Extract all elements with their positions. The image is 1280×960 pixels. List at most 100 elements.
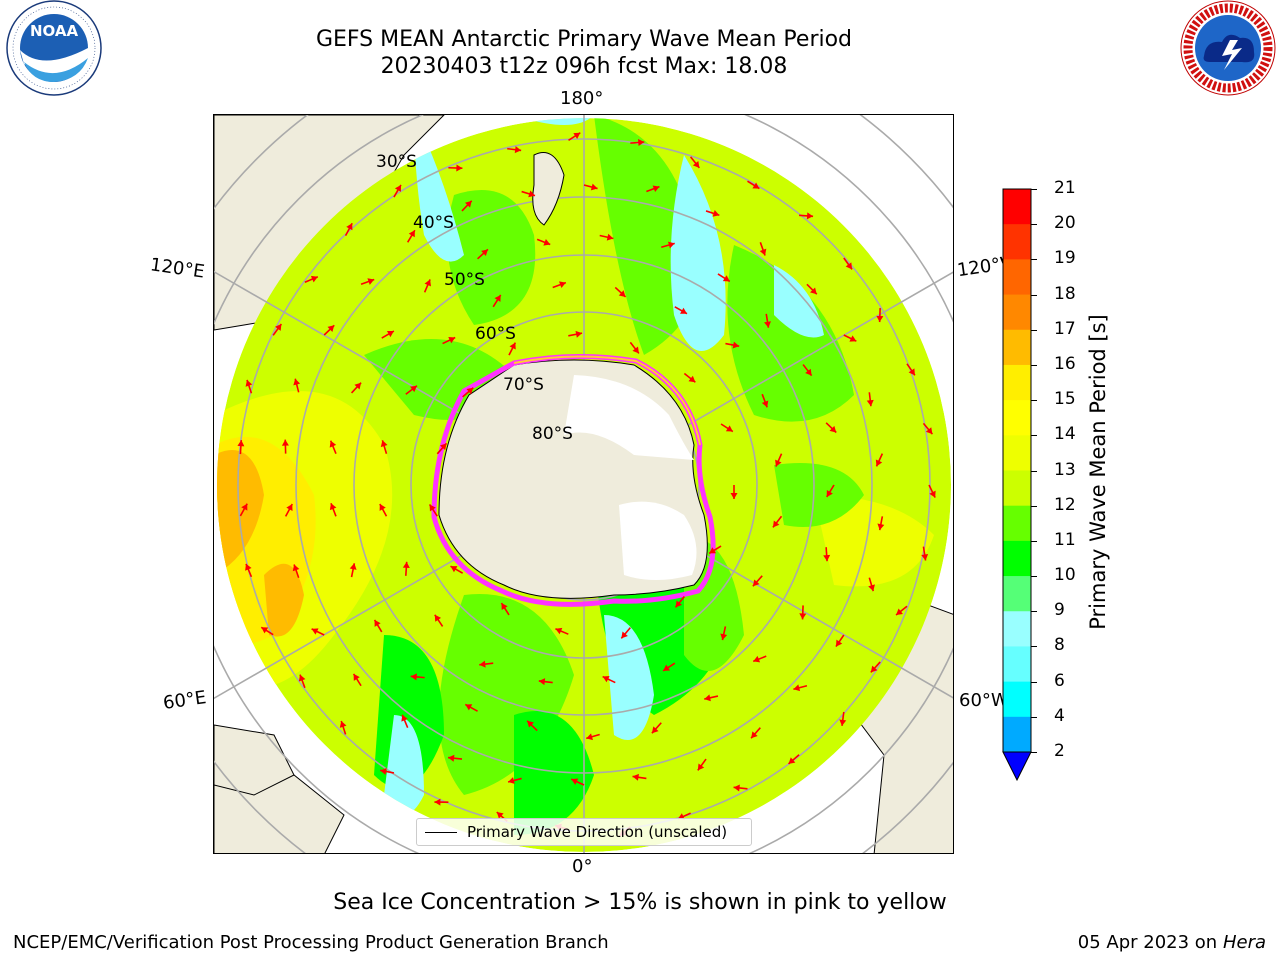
colorbar-tick-label: 11 [1054,529,1076,550]
wave-period-field [214,115,953,853]
colorbar-segment [1003,329,1031,366]
wave-arrow-head [509,342,516,350]
colorbar-tick-label: 20 [1054,213,1076,234]
colorbar-tick-label: 21 [1054,178,1076,198]
lat-label-70s: 70°S [503,375,544,395]
wave-arrow-head [424,279,431,287]
wave-direction-arrows [237,132,936,837]
wave-arrow-head [456,164,463,172]
wave-arrow-head [793,684,801,692]
polar-map [213,114,954,854]
nws-logo [1180,0,1276,96]
wave-arrow-head [761,400,769,408]
wave-arrow-head [434,614,442,622]
colorbar-tick-label: 17 [1054,318,1076,339]
wave-arrow-head [908,368,915,376]
legend-label: Primary Wave Direction (unscaled) [467,823,728,841]
colorbar-segment [1003,400,1031,436]
wave-arrow-head [829,425,837,433]
wave-arrow-head [434,798,441,806]
colorbar-segment [1003,294,1031,331]
colorbar-tick-mark [1031,259,1037,261]
wave-arrow-head [621,631,628,639]
wave-arrow-head [921,553,929,561]
wave-arrow-head [379,503,386,511]
wave-arrow-head [410,385,417,393]
svg-text:NOAA: NOAA [30,22,79,40]
wave-arrow-head [311,628,319,635]
lon-label-60e: 60°E [161,687,208,714]
footer-producer: NCEP/EMC/Verification Post Processing Pr… [13,932,609,953]
lat-label-60s: 60°S [475,324,516,344]
colorbar-segment [1003,611,1031,647]
wave-arrow-head [349,563,357,570]
colorbar-segment [1003,681,1031,718]
wave-arrow-head [875,459,883,467]
colorbar-tick-label: 18 [1054,283,1076,304]
colorbar-tick-mark [1031,189,1037,190]
wave-arrow-head [632,346,639,354]
colorbar-segment [1003,189,1031,225]
wave-arrow-head [354,382,362,390]
colorbar-tick-label: 2 [1054,741,1065,761]
lon-label-60w: 60°W [959,690,1009,711]
wave-arrow-head [638,138,645,146]
wave-arrow-head [730,493,738,499]
footer-date: 05 Apr 2023 on Hera [1078,932,1266,953]
colorbar-segment [1003,364,1031,401]
colorbar-tick-label: 15 [1054,389,1076,410]
wave-arrow-head [709,547,717,554]
wave-arrow-head [632,773,639,781]
wave-arrow-head [538,678,546,686]
colorbar-segment [1003,716,1031,753]
lat-label-50s: 50°S [444,270,485,290]
wave-arrow-head [241,503,248,511]
wave-arrow-head [606,233,614,241]
wave-arrow-head [571,778,579,785]
wave-arrow-head [877,523,885,531]
wave-arrow-head [688,375,696,383]
wave-arrow-head [870,665,878,673]
wave-arrow-head [245,563,252,571]
wave-arrow-head [849,335,857,342]
wave-arrow-head [346,223,353,231]
wave-arrow-head [667,241,675,249]
wave-arrow-head [839,719,847,726]
wave-arrow-head [704,694,711,702]
colorbar-segment [1003,224,1031,260]
wave-arrow-head [618,290,626,297]
wave-arrow-head [573,132,581,139]
period-contours [217,118,951,852]
colorbar-segment [1003,435,1031,471]
colorbar-tick-mark [1031,505,1037,507]
footer-date-text: 05 Apr 2023 on [1077,932,1218,953]
wave-arrow-head [465,200,472,208]
wave-arrow-head [663,664,671,671]
wave-arrow-head [720,633,728,641]
colorbar-tick-mark [1031,540,1037,542]
colorbar-tick-label: 9 [1054,600,1065,621]
wave-arrow-head [845,262,853,270]
wave-arrow-head [751,731,758,739]
colorbar-tick-mark [1031,364,1037,366]
footer-machine: Hera [1222,932,1266,953]
wave-arrow-head [450,566,458,573]
wave-arrow-head [764,321,771,328]
colorbar-label: Primary Wave Mean Period [s] [1086,314,1110,630]
colorbar-tick-mark [1031,646,1037,648]
wave-arrow-head [245,379,253,387]
wave-arrow-head [806,212,814,220]
colorbar-tick-mark [1031,224,1037,226]
wave-arrow-head [439,443,447,451]
wave-arrow-head [555,627,563,635]
wave-arrow-head [329,440,337,448]
forecast-subtitle: 20230403 t12z 096h fcst Max: 18.08 [380,54,788,79]
wave-arrow-head [692,160,700,168]
wave-arrow-head [527,720,534,728]
colorbar-tick-label: 19 [1054,248,1076,269]
wave-arrow-head [402,561,410,569]
colorbar-tick-label: 12 [1054,494,1076,515]
wave-arrow-head [448,754,455,762]
wave-arrow-head [732,341,740,349]
wave-arrow-head [559,281,566,288]
